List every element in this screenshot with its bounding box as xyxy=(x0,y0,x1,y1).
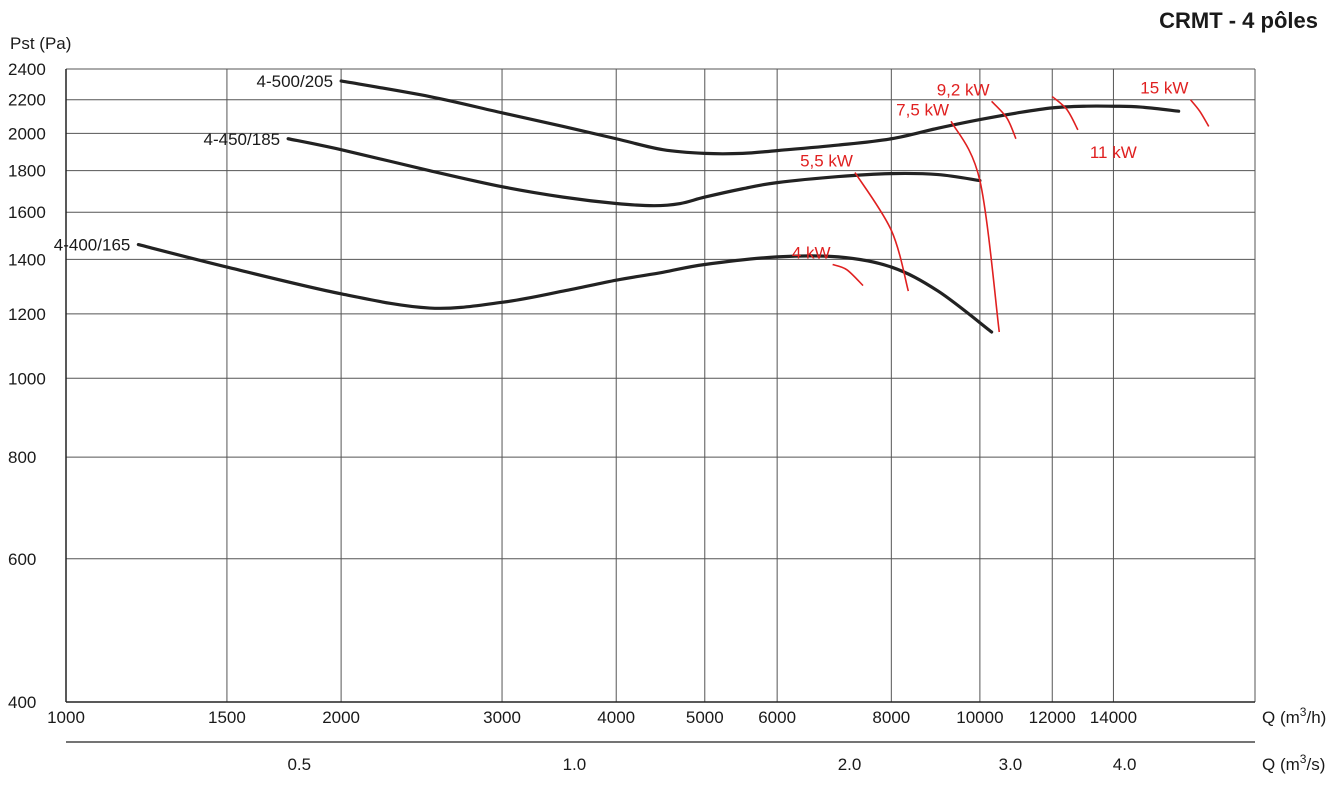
x-tick-label: 1000 xyxy=(47,708,85,727)
power-line xyxy=(1189,99,1210,127)
x-tick-label: 2000 xyxy=(322,708,360,727)
power-line-label: 4 kW xyxy=(792,244,831,263)
y-tick-label: 1200 xyxy=(8,305,46,324)
x-tick-label: 6000 xyxy=(758,708,796,727)
x2-tick-label: 1.0 xyxy=(563,755,587,774)
fan-curve-4-450-185 xyxy=(286,137,982,208)
y-axis-label: Pst (Pa) xyxy=(10,34,72,53)
fan-curve-4-500-205 xyxy=(339,79,1181,156)
chart-title: CRMT - 4 pôles xyxy=(1159,8,1318,33)
x-tick-label: 12000 xyxy=(1029,708,1076,727)
x2-tick-label: 4.0 xyxy=(1113,755,1137,774)
x-tick-label: 4000 xyxy=(597,708,635,727)
x-tick-label: 14000 xyxy=(1090,708,1137,727)
x2-tick-label: 3.0 xyxy=(999,755,1023,774)
power-line-label: 15 kW xyxy=(1140,79,1188,98)
fan-curve-label: 4-500/205 xyxy=(257,72,334,91)
y-tick-label: 2400 xyxy=(8,60,46,79)
y-tick-label: 1400 xyxy=(8,250,46,269)
x2-tick-label: 2.0 xyxy=(838,755,862,774)
y-tick-label: 600 xyxy=(8,550,36,569)
fan-curve-label: 4-400/165 xyxy=(54,236,131,255)
fan-curve-4-400-165 xyxy=(136,242,994,334)
fan-curve-label: 4-450/185 xyxy=(204,130,281,149)
power-line-label: 7,5 kW xyxy=(896,100,949,119)
x-axis-label-m3h: Q (m3/h) xyxy=(1262,705,1326,727)
x-tick-label: 5000 xyxy=(686,708,724,727)
x-axis-label-m3s: Q (m3/s) xyxy=(1262,752,1325,774)
x-tick-label: 8000 xyxy=(872,708,910,727)
y-tick-label: 800 xyxy=(8,448,36,467)
y-tick-label: 2000 xyxy=(8,124,46,143)
power-line xyxy=(991,100,1017,140)
power-line xyxy=(832,263,864,287)
x-tick-label: 3000 xyxy=(483,708,521,727)
power-line-label: 11 kW xyxy=(1090,143,1137,162)
y-tick-label: 1000 xyxy=(8,369,46,388)
power-line xyxy=(1051,95,1079,131)
x-tick-label: 10000 xyxy=(956,708,1003,727)
power-line xyxy=(854,172,910,292)
y-tick-label: 400 xyxy=(8,693,36,712)
power-line-label: 9,2 kW xyxy=(937,80,990,99)
x2-tick-label: 0.5 xyxy=(287,755,311,774)
y-tick-label: 1600 xyxy=(8,203,46,222)
power-line-label: 5,5 kW xyxy=(800,152,853,171)
y-tick-label: 2200 xyxy=(8,91,46,110)
x-tick-label: 1500 xyxy=(208,708,246,727)
power-line xyxy=(950,120,1001,333)
y-tick-label: 1800 xyxy=(8,162,46,181)
